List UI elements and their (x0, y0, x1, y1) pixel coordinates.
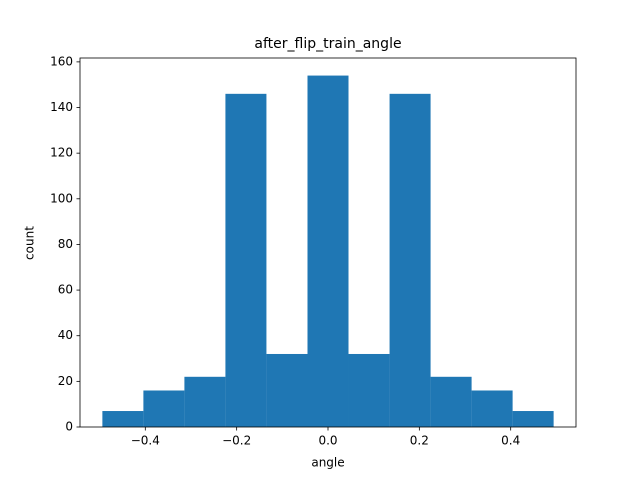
y-tick-label: 20 (58, 374, 73, 388)
bar (225, 93, 267, 428)
bar (512, 411, 554, 427)
bar (307, 75, 349, 428)
bar (266, 353, 308, 427)
x-tick-label: 0.4 (501, 434, 520, 448)
y-tick-label: 40 (58, 328, 73, 342)
bar (471, 390, 513, 427)
bar (389, 93, 431, 428)
x-tick-label: 0.2 (410, 434, 429, 448)
y-tick-label: 60 (58, 283, 73, 297)
y-axis-label: count (23, 226, 37, 260)
y-tick-label: 0 (65, 420, 73, 434)
x-tick-label: 0.0 (318, 434, 337, 448)
y-tick-label: 100 (50, 191, 73, 205)
x-tick-label: −0.4 (131, 434, 160, 448)
bar (143, 390, 185, 427)
y-tick-label: 160 (50, 54, 73, 68)
bar (348, 353, 390, 427)
y-tick-label: 140 (50, 100, 73, 114)
bar (430, 376, 472, 427)
y-tick-label: 80 (58, 237, 73, 251)
bar (184, 376, 226, 427)
y-tick-label: 120 (50, 146, 73, 160)
bar (102, 411, 144, 427)
x-tick-label: −0.2 (222, 434, 251, 448)
chart-title: after_flip_train_angle (254, 36, 401, 52)
x-axis-label: angle (311, 456, 344, 470)
